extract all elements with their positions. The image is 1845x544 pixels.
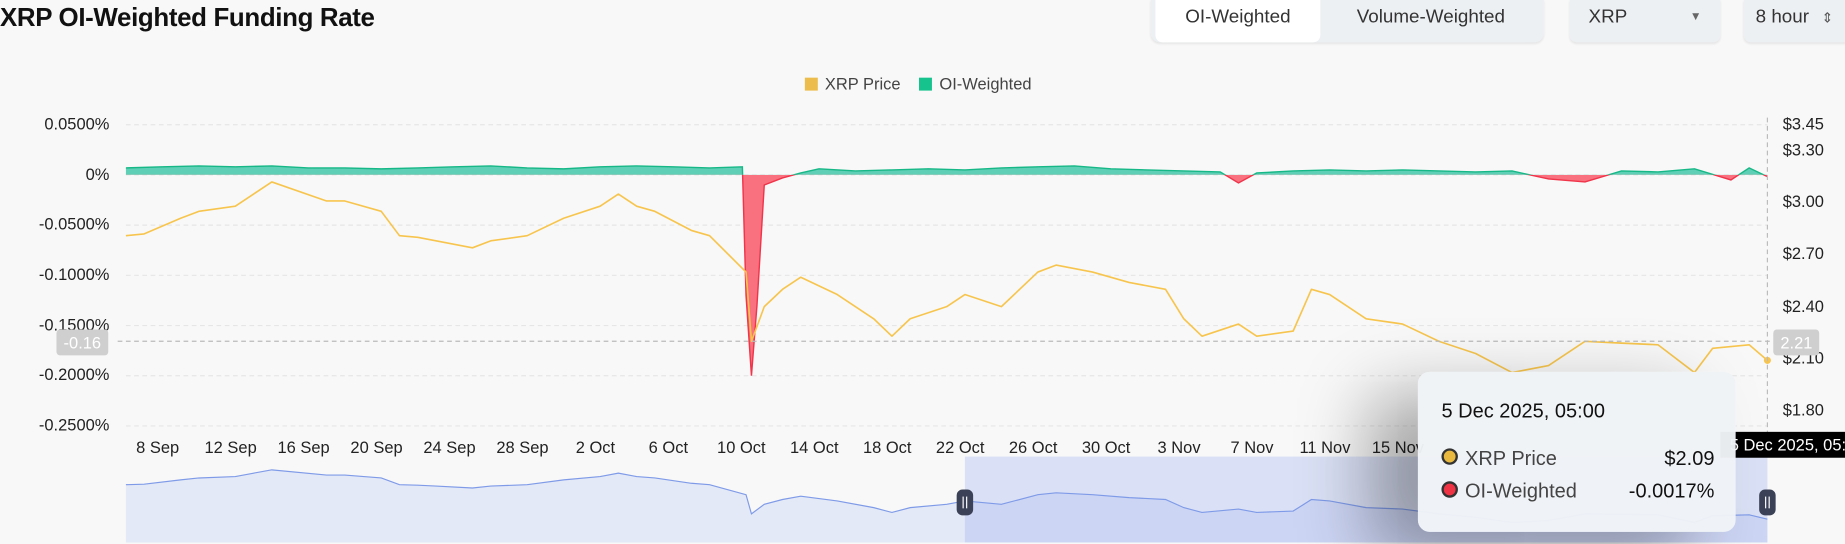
tooltip-value: -0.0017% <box>1629 480 1715 504</box>
x-axis-tick: 11 Nov <box>1299 438 1350 457</box>
x-axis-tick: 2 Oct <box>576 438 615 457</box>
x-axis-tick: 22 Oct <box>936 438 985 457</box>
funding-negative-area <box>126 166 1767 376</box>
x-axis-tick: 6 Oct <box>649 438 688 457</box>
x-axis-tick: 3 Nov <box>1158 438 1201 457</box>
x-axis-tick: 28 Sep <box>496 438 548 457</box>
x-axis-tick: 8 Sep <box>136 438 179 457</box>
funding-positive-area <box>126 166 1767 376</box>
left-axis-tick: -0.2000% <box>39 365 110 384</box>
right-axis-tick: $3.00 <box>1783 192 1824 211</box>
left-axis-tick: 0% <box>86 164 110 183</box>
left-axis-tick: -0.2500% <box>39 415 110 434</box>
crosshair-left-value: -0.16 <box>56 329 108 355</box>
crosshair-date-label: 5 Dec 2025, 05:00 <box>1720 432 1845 458</box>
x-axis-tick: 20 Sep <box>350 438 402 457</box>
left-axis-tick: -0.1000% <box>39 265 110 284</box>
right-axis-tick: $2.40 <box>1783 296 1824 315</box>
right-axis-tick: $3.30 <box>1783 140 1824 159</box>
x-axis-tick: 30 Oct <box>1082 438 1131 457</box>
oi-dot-icon <box>1441 481 1457 497</box>
navigator-left-handle[interactable] <box>957 490 973 516</box>
x-axis-tick: 10 Oct <box>717 438 766 457</box>
crosshair-right-value: 2.21 <box>1773 329 1819 355</box>
tooltip-label: OI-Weighted <box>1465 480 1577 502</box>
left-axis-tick: 0.0500% <box>44 114 109 133</box>
tooltip-date: 5 Dec 2025, 05:00 <box>1441 400 1605 424</box>
price-line <box>126 182 1767 373</box>
left-axis-tick: -0.0500% <box>39 215 110 234</box>
navigator-right-handle[interactable] <box>1759 490 1775 516</box>
funding-negative-line <box>126 166 1767 376</box>
x-axis-tick: 12 Sep <box>205 438 257 457</box>
x-axis-tick: 24 Sep <box>423 438 475 457</box>
x-axis-tick: 26 Oct <box>1009 438 1058 457</box>
chart-tooltip: 5 Dec 2025, 05:00 XRP Price $2.09 OI-Wei… <box>1418 372 1736 532</box>
tooltip-row-oi: OI-Weighted -0.0017% <box>1441 480 1714 504</box>
x-axis-tick: 18 Oct <box>863 438 912 457</box>
funding-positive-line <box>126 166 1767 376</box>
tooltip-value: $2.09 <box>1664 447 1714 471</box>
tooltip-label: XRP Price <box>1465 447 1557 469</box>
right-axis-tick: $2.70 <box>1783 244 1824 263</box>
tooltip-row-price: XRP Price $2.09 <box>1441 447 1714 471</box>
x-axis-tick: 7 Nov <box>1230 438 1273 457</box>
x-axis-tick: 16 Sep <box>277 438 329 457</box>
x-axis-tick: 14 Oct <box>790 438 839 457</box>
price-dot-icon <box>1441 448 1457 464</box>
x-axis-tick: 15 Nov <box>1372 438 1424 457</box>
right-axis-tick: $1.80 <box>1783 400 1824 419</box>
right-axis-tick: $3.45 <box>1783 114 1824 133</box>
